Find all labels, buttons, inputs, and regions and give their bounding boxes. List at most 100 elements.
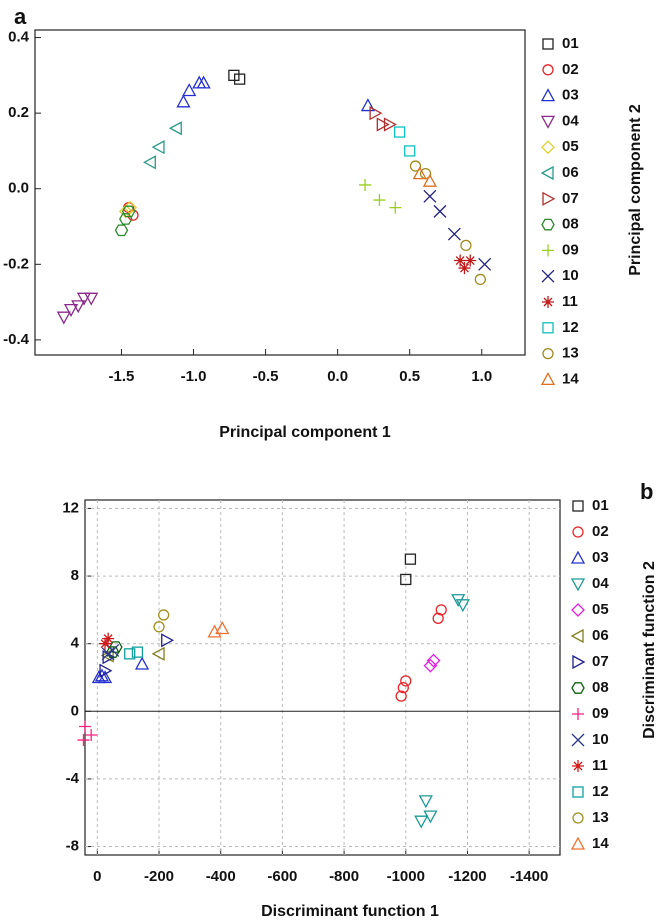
marker — [541, 269, 555, 283]
marker — [151, 646, 165, 661]
marker — [397, 681, 409, 694]
marker — [395, 690, 407, 702]
marker — [400, 573, 412, 586]
plot-frame — [84, 499, 561, 856]
legend-label: 11 — [562, 293, 578, 310]
marker — [572, 708, 584, 720]
x-tick-label: 0 — [93, 868, 101, 885]
marker — [542, 244, 554, 257]
marker — [373, 194, 386, 207]
marker — [400, 675, 412, 687]
marker — [158, 609, 170, 621]
legend-label: 08 — [562, 216, 579, 233]
marker — [99, 663, 113, 678]
marker — [102, 632, 115, 645]
marker — [71, 300, 86, 314]
marker — [233, 73, 246, 85]
y-tick-label: 12 — [62, 499, 79, 516]
marker — [572, 760, 584, 772]
y-tick-label: 0.0 — [8, 180, 29, 197]
x-tick-label: -1.5 — [109, 368, 135, 385]
marker — [118, 204, 133, 219]
legend-label: 02 — [562, 61, 579, 78]
y-tick-label: -4 — [66, 770, 80, 787]
marker — [360, 98, 376, 112]
marker — [478, 257, 492, 271]
legend-label: 09 — [562, 241, 579, 258]
marker — [423, 189, 437, 203]
marker — [409, 160, 422, 172]
marker — [63, 304, 79, 318]
plot-frame — [34, 29, 526, 356]
marker — [134, 656, 150, 670]
marker — [423, 810, 438, 824]
marker — [426, 653, 441, 668]
marker — [215, 621, 230, 635]
y-tick-label: -8 — [66, 838, 79, 855]
legend-label: 09 — [592, 705, 609, 722]
marker — [207, 624, 222, 638]
marker — [228, 69, 240, 81]
marker — [540, 115, 556, 129]
marker — [376, 117, 390, 132]
legend-label: 01 — [562, 35, 579, 52]
marker — [151, 140, 165, 155]
marker — [142, 155, 156, 170]
marker — [542, 322, 554, 334]
x-tick-label: -200 — [144, 868, 174, 885]
x-tick-label: -0.5 — [253, 368, 279, 385]
marker — [572, 500, 584, 512]
legend-label: 14 — [562, 370, 579, 387]
marker — [570, 628, 584, 644]
marker — [571, 603, 585, 617]
marker — [99, 637, 112, 650]
marker — [572, 654, 586, 670]
marker — [76, 292, 92, 306]
legend-label: 13 — [562, 345, 579, 362]
x-tick-label: -1.0 — [181, 368, 207, 385]
legend-label: 12 — [562, 319, 579, 336]
marker — [464, 254, 477, 267]
marker — [542, 191, 556, 206]
legend-label: 03 — [592, 549, 609, 566]
marker — [182, 83, 197, 97]
marker — [571, 682, 585, 694]
marker — [542, 347, 554, 360]
y-tick-label: -0.4 — [3, 331, 30, 348]
marker — [474, 273, 486, 286]
x-tick-label: -800 — [329, 868, 359, 885]
marker — [572, 526, 584, 538]
panel-label: a — [14, 4, 27, 29]
marker — [393, 126, 406, 138]
marker — [458, 262, 471, 275]
marker — [153, 621, 165, 633]
legend-label: 04 — [592, 575, 609, 592]
marker — [542, 296, 554, 308]
legend-label: 10 — [562, 267, 579, 284]
y-axis-label: Discriminant function 2 — [641, 561, 658, 739]
panel-label: b — [640, 479, 653, 504]
y-tick-label: 4 — [71, 635, 80, 652]
marker — [168, 121, 182, 136]
legend-label: 03 — [562, 87, 579, 104]
legend-label: 07 — [592, 653, 609, 670]
marker — [414, 815, 429, 829]
marker — [131, 646, 144, 658]
marker — [161, 633, 175, 648]
legend-label: 13 — [592, 809, 609, 826]
legend-label: 05 — [592, 601, 609, 618]
marker — [423, 658, 438, 673]
marker — [540, 165, 554, 181]
marker — [541, 140, 555, 155]
x-axis-label: Discriminant function 1 — [261, 903, 439, 920]
marker — [571, 733, 585, 747]
marker — [389, 201, 402, 214]
marker — [383, 117, 397, 132]
marker — [79, 720, 91, 733]
marker — [572, 786, 584, 798]
marker — [540, 372, 556, 386]
marker — [56, 311, 71, 325]
legend-label: 07 — [562, 190, 579, 207]
marker — [77, 734, 90, 747]
